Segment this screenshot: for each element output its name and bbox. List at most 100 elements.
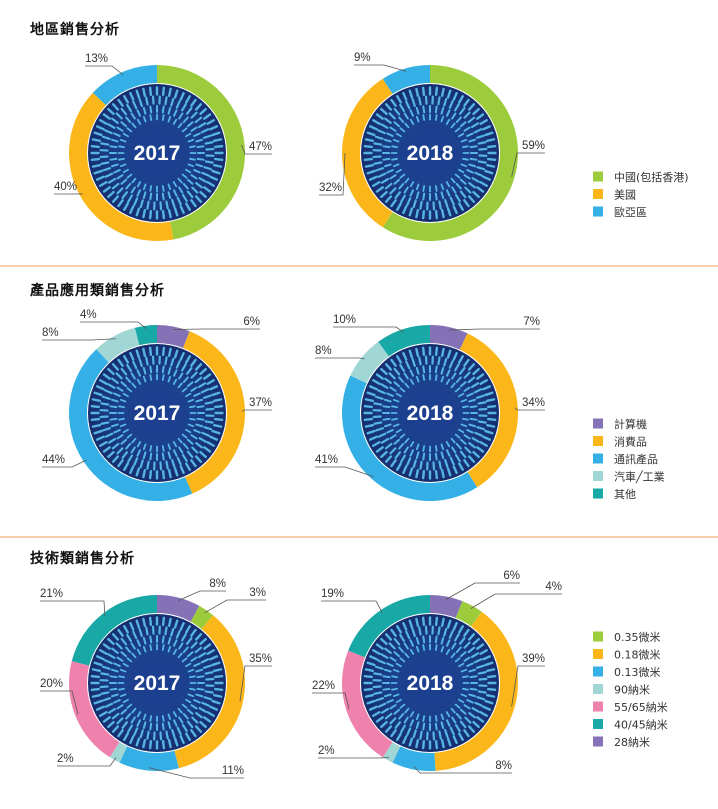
percent-label: 59%: [522, 140, 545, 152]
slice-汽車╱工業: [350, 341, 389, 384]
slice-其他: [134, 325, 157, 346]
percent-label: 41%: [315, 454, 338, 466]
legend-swatch: [593, 684, 603, 694]
legend-label: 40/45納米: [614, 719, 668, 732]
percent-label: 2%: [318, 745, 335, 757]
slice-0.13微米: [392, 746, 436, 771]
slice-中國(包括香港): [382, 65, 518, 241]
leader-line: [177, 590, 226, 602]
slice-90納米: [109, 742, 128, 763]
leader-line: [354, 64, 407, 72]
legend-label: 歐亞區: [614, 205, 647, 219]
percent-label: 44%: [42, 454, 65, 466]
percent-label: 4%: [545, 581, 562, 593]
legend-label: 汽車╱工業: [614, 470, 665, 484]
leader-line: [315, 466, 374, 478]
legend-label: 消費品: [614, 435, 647, 449]
donut-chart-2017: 2017 47% 40% 13%: [54, 53, 272, 242]
leader-line: [318, 757, 390, 759]
slice-消費品: [459, 333, 518, 488]
slice-歐亞區: [92, 65, 157, 106]
legend-swatch: [593, 666, 603, 677]
percent-label: 34%: [522, 397, 545, 409]
leader-line: [204, 599, 266, 614]
slice-28納米: [430, 595, 463, 618]
year-label: 2017: [134, 672, 181, 695]
donut-chart-2017: 2017 6% 37% 44% 8% 4%: [42, 309, 272, 502]
core-pattern: [363, 616, 497, 750]
percent-label: 47%: [249, 141, 272, 153]
slice-0.18微米: [174, 615, 246, 769]
charts-layer: 2017 47% 40% 13% 2018 59% 32% 9% 2017 6% 37% 44% 8% 4…: [40, 52, 562, 779]
year-label: 2018: [407, 672, 454, 695]
leader-line: [448, 328, 540, 331]
leader-line: [511, 665, 545, 707]
leader-line: [85, 65, 124, 76]
year-label: 2018: [407, 142, 454, 165]
percent-label: 22%: [312, 680, 335, 692]
percent-label: 3%: [249, 587, 266, 599]
percent-label: 4%: [80, 309, 97, 321]
percent-label: 40%: [54, 181, 77, 193]
slice-40/45納米: [71, 595, 157, 666]
slice-通訊產品: [341, 375, 478, 501]
leader-line: [173, 328, 260, 330]
slice-0.18微米: [434, 611, 518, 771]
leader-line: [42, 338, 116, 341]
slice-55/65納米: [342, 650, 393, 758]
percent-label: 39%: [522, 653, 545, 665]
percent-label: 11%: [222, 765, 244, 777]
donut-chart-2018: 2018 7% 34% 41% 8% 10%: [315, 314, 545, 501]
core-pattern: [363, 346, 497, 480]
percent-label: 8%: [209, 578, 226, 590]
slice-28納米: [157, 595, 200, 622]
legend-label: 中國(包括香港): [614, 170, 689, 184]
percent-label: 19%: [321, 588, 344, 600]
leader-line: [241, 144, 272, 155]
slice-消費品: [183, 331, 246, 494]
leader-line: [511, 152, 545, 177]
leader-line: [241, 409, 272, 412]
section-title-technology: 技術類銷售分析: [30, 550, 135, 567]
percent-label: 2%: [57, 753, 74, 765]
legend-2: 0.35微米 0.18微米 0.13微米 90納米 55/65納米 40/45納米 28納米: [593, 630, 668, 749]
percent-label: 8%: [42, 327, 59, 339]
slice-計算機: [157, 325, 190, 349]
legend-swatch: [593, 189, 603, 199]
section-title-region: 地區銷售分析: [30, 21, 120, 38]
leader-line: [239, 665, 272, 702]
slice-計算機: [430, 325, 468, 350]
percent-label: 32%: [319, 182, 342, 194]
slice-55/65納米: [68, 661, 120, 758]
legend-swatch: [593, 171, 603, 182]
leader-line: [470, 593, 562, 609]
leader-line: [514, 407, 545, 411]
leader-line: [40, 690, 79, 715]
legend-swatch: [593, 631, 603, 642]
year-label: 2017: [134, 142, 181, 165]
percent-label: 21%: [40, 588, 63, 600]
legend-label: 美國: [614, 189, 636, 202]
leader-line: [413, 766, 512, 774]
legend-swatch: [593, 418, 603, 429]
legend-swatch: [593, 436, 603, 446]
percent-label: 20%: [40, 678, 63, 690]
section-title-product: 產品應用類銷售分析: [29, 282, 165, 299]
year-label: 2018: [407, 402, 454, 425]
slice-中國(包括香港): [157, 65, 246, 240]
legend-swatch: [593, 736, 603, 747]
percent-label: 7%: [523, 316, 540, 328]
core-pattern: [363, 86, 497, 220]
legend-label: 通訊產品: [614, 452, 658, 466]
core-pattern: [90, 86, 224, 220]
slice-通訊產品: [68, 349, 193, 502]
leader-line: [40, 600, 106, 616]
slice-0.35微米: [190, 605, 214, 630]
legend-swatch: [593, 471, 603, 481]
year-label: 2017: [134, 402, 181, 425]
core-pattern: [90, 616, 224, 750]
legend-label: 0.35微米: [614, 630, 661, 644]
